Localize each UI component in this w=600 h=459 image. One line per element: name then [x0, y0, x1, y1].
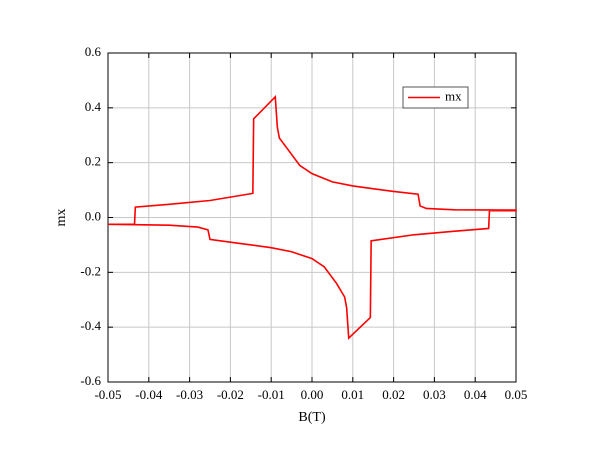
y-tick-label: -0.4: [80, 318, 101, 333]
x-tick-label: 0.01: [341, 387, 364, 402]
x-tick-label: 0.04: [464, 387, 487, 402]
y-axis-label: mx: [54, 209, 69, 227]
y-tick-label: 0.6: [85, 44, 102, 59]
x-tick-label: -0.04: [135, 387, 163, 402]
y-tick-label: 0.2: [85, 154, 101, 169]
x-tick-label: 0.05: [505, 387, 528, 402]
data-line: [107, 95, 517, 340]
x-tick-label: -0.05: [94, 387, 121, 402]
x-tick-label: -0.01: [258, 387, 285, 402]
y-tick-label: 0.0: [85, 208, 101, 223]
x-tick-label: 0.03: [423, 387, 446, 402]
y-tick-label: 0.4: [85, 99, 102, 114]
x-axis-label: B(T): [298, 410, 326, 425]
legend-label: mx: [445, 88, 462, 103]
x-tick-label: 0.00: [301, 387, 324, 402]
y-tick-label: -0.6: [80, 373, 101, 388]
plot-frame: [107, 52, 517, 383]
x-tick-label: 0.02: [382, 387, 405, 402]
x-tick-label: -0.02: [217, 387, 244, 402]
y-tick-label: -0.2: [80, 263, 101, 278]
x-tick-label: -0.03: [176, 387, 203, 402]
